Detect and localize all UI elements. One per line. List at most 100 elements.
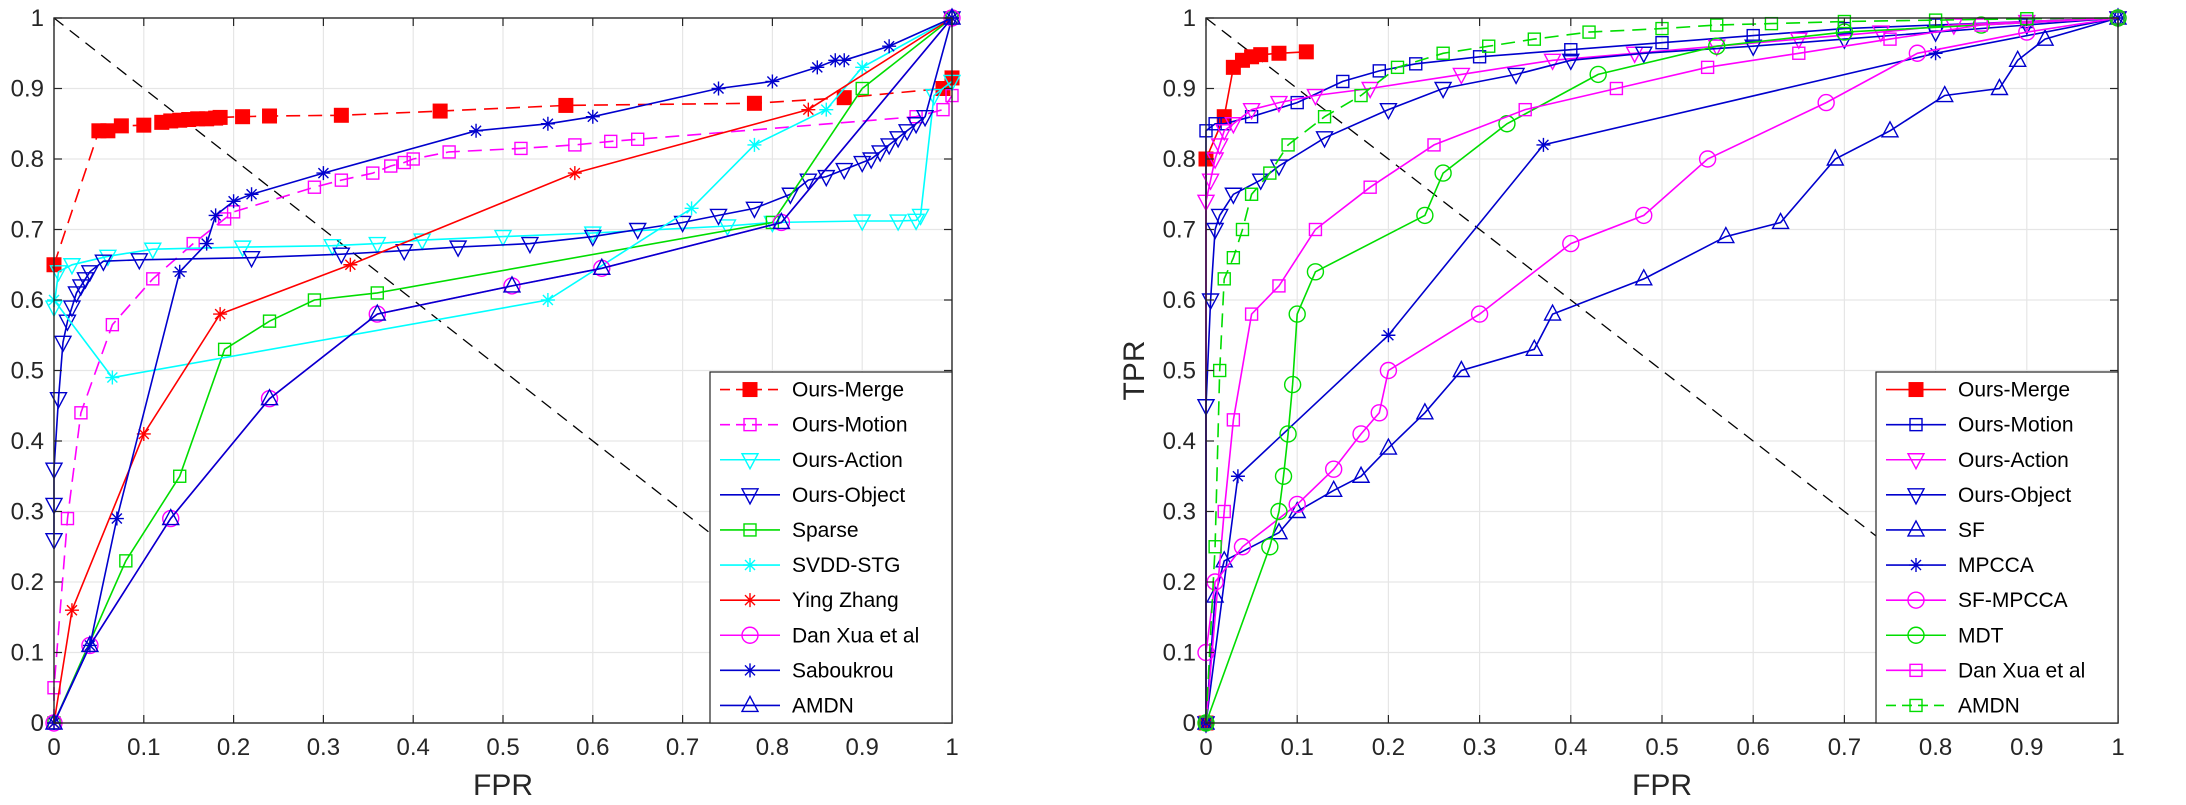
series-ours-object [44, 11, 962, 551]
legend-label: SVDD-STG [792, 554, 901, 577]
right-roc-chart: 0 0.1 0.2 0.3 0.4 0.5 0.6 0.7 0.8 0.9 1 0 0.1 0.2 0.3 0… [1118, 5, 2128, 802]
data-point-sf-mpcca [1352, 425, 1370, 443]
legend-marker [743, 593, 757, 608]
data-point-svdd-stg [747, 137, 762, 152]
x-tick-label: 0 [1199, 734, 1212, 761]
legend-marker [1906, 519, 1926, 537]
legend-marker [740, 488, 760, 506]
data-point-ours-action [1452, 67, 1471, 85]
legend-entry-ours-object: Ours-Object [720, 484, 905, 507]
x-axis-label: FPR [473, 769, 533, 802]
legend-marker [1908, 382, 1924, 398]
data-point-mdt [1306, 263, 1325, 281]
legend-label: Ours-Object [1958, 484, 2071, 507]
legend-label: Ours-Action [1958, 449, 2069, 472]
legend-entry-amdn: AMDN [720, 694, 854, 717]
data-point-ours-merge [113, 118, 129, 134]
data-point-ours-motion [1336, 74, 1350, 89]
series-line-ours-object [53, 17, 953, 540]
data-point-ours-motion [105, 317, 120, 332]
data-point-sf [1379, 437, 1398, 455]
data-point-amdn [161, 508, 180, 526]
legend-entry-mdt: MDT [1886, 624, 2004, 647]
data-point-ours-motion [1409, 57, 1423, 71]
legend-label: AMDN [1958, 694, 2020, 717]
data-point-sf [1990, 78, 2009, 96]
series-line-ours-action [1205, 17, 2119, 723]
legend-label: Ours-Action [792, 449, 903, 472]
x-tick-label: 0.6 [1737, 734, 1770, 761]
data-point-ours-object [1315, 131, 1334, 149]
data-point-dan-xua-et-al [1272, 279, 1286, 293]
legend-label: Ying Zhang [792, 589, 899, 612]
data-point-ours-motion [1244, 109, 1259, 124]
data-point-saboukrou [711, 81, 726, 96]
data-point-mpcca [1536, 137, 1551, 152]
data-point-amdn [1527, 32, 1542, 46]
series-saboukrou [47, 11, 959, 730]
data-point-saboukrou [469, 123, 484, 138]
legend-label: Dan Xua et al [1958, 659, 2085, 682]
x-tick-label: 1 [945, 734, 958, 761]
data-point-svdd-stg [540, 293, 555, 307]
x-tick-label: 0.1 [1281, 734, 1314, 761]
legend-entry-ours-merge: Ours-Merge [720, 379, 904, 402]
legend-entry-amdn: AMDN [1886, 694, 2020, 717]
data-point-saboukrou [172, 264, 187, 279]
data-point-saboukrou [765, 74, 780, 89]
series-mdt [1197, 9, 2127, 732]
data-point-amdn [1710, 18, 1724, 32]
legend-entry-ours-object: Ours-Object [1886, 484, 2071, 507]
legend: Ours-Merge Ours-Motion Ours-Action Ours-Obj… [1875, 371, 2119, 724]
y-tick-label: 0.9 [1163, 76, 1196, 103]
data-point-amdn [1317, 109, 1332, 124]
data-point-mdt [1288, 305, 1306, 323]
data-point-dan-xua-et-al [1792, 46, 1806, 60]
legend-marker [1907, 591, 1925, 609]
data-point-ours-object [1210, 208, 1229, 226]
data-point-ying-zhang [64, 603, 79, 618]
data-point-mdt [1270, 502, 1288, 521]
data-point-ours-action [718, 219, 737, 237]
legend-label: Saboukrou [792, 659, 894, 682]
data-point-sparse [173, 469, 187, 483]
series-sparse [47, 11, 959, 730]
legend-label: Ours-Motion [792, 414, 908, 437]
legend-marker [742, 382, 758, 398]
legend-marker [1909, 558, 1923, 573]
data-point-dan-xua-et-al [1244, 307, 1259, 321]
data-point-amdn [772, 211, 791, 230]
data-point-ours-merge [333, 107, 349, 123]
data-point-saboukrou [585, 109, 600, 124]
y-tick-label: 1 [1183, 5, 1196, 32]
legend-entry-dan-xua-et-al: Dan Xua et al [720, 624, 919, 647]
data-point-ours-action [493, 229, 513, 248]
data-point-ours-motion [1564, 43, 1578, 57]
series-line-mpcca [1205, 17, 2119, 724]
data-point-saboukrou [810, 60, 825, 75]
y-tick-label: 0.6 [11, 287, 44, 314]
data-point-ours-merge [1271, 45, 1287, 61]
data-point-ours-object [520, 236, 540, 255]
data-point-ours-object [628, 222, 647, 240]
legend-marker [1909, 698, 1923, 713]
data-point-dan-xua-et-al [1363, 180, 1377, 194]
data-point-mdt [1589, 65, 1607, 84]
data-point-ours-motion [384, 159, 398, 173]
data-point-ours-motion [366, 166, 380, 180]
data-point-ours-object [709, 208, 728, 226]
data-point-svdd-stg [855, 60, 870, 75]
legend-marker [1906, 488, 1926, 506]
data-point-ours-merge [1216, 109, 1232, 125]
data-point-amdn [1208, 540, 1222, 554]
series-line-sf [1205, 17, 2119, 724]
legend-entry-ours-motion: Ours-Motion [720, 414, 908, 437]
data-point-sf [1324, 479, 1343, 498]
data-point-amdn [368, 303, 387, 321]
y-tick-label: 0.5 [11, 358, 44, 385]
data-point-ours-motion [1655, 35, 1669, 50]
data-point-ours-merge [836, 90, 852, 106]
data-point-mdt [1708, 37, 1726, 55]
data-point-sf [1935, 85, 1954, 103]
x-tick-label: 1 [2111, 734, 2124, 761]
